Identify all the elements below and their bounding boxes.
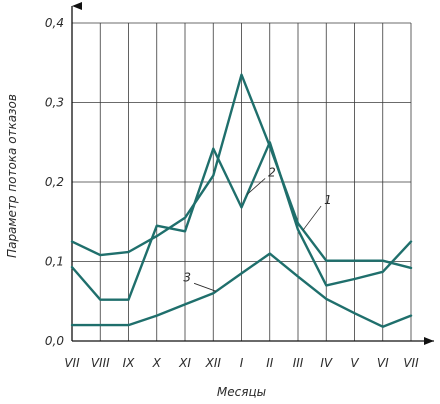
curve-label-1: 1: [324, 193, 332, 207]
x-tick-label: VII: [403, 356, 419, 370]
curve-labels: 1 2 3: [183, 165, 332, 292]
series-line-2: [70, 141, 413, 301]
x-tick-label: XII: [205, 356, 222, 370]
y-tick-label: 0,3: [45, 96, 64, 110]
series-line-1: [70, 73, 413, 270]
x-tick-label: XI: [178, 356, 191, 370]
x-tick-label: VIII: [91, 356, 110, 370]
x-tick-label: II: [266, 356, 274, 370]
x-tick-label: IV: [320, 356, 333, 370]
x-tick-label: I: [240, 356, 244, 370]
x-tick-label: IX: [123, 356, 136, 370]
curve-label-2: 2: [268, 165, 276, 179]
series-line-3: [70, 252, 413, 328]
y-tick-label: 0,1: [45, 255, 64, 269]
y-tick-label: 0,4: [45, 16, 64, 30]
y-axis-label: Параметр потока отказов: [5, 94, 19, 258]
x-tick-label: V: [350, 356, 359, 370]
grid-lines: [72, 22, 412, 341]
curve-label-3: 3: [183, 270, 191, 284]
axes: [71, 2, 434, 345]
x-tick-label: VI: [377, 356, 389, 370]
x-axis-label: Месяцы: [217, 385, 266, 399]
x-tick-label: VII: [64, 356, 80, 370]
y-tick-label: 0,2: [45, 175, 64, 189]
leader-line-3: [193, 282, 217, 292]
leader-line-2: [246, 178, 266, 195]
y-tick-label: 0,0: [45, 334, 64, 348]
series-lines: [70, 73, 413, 328]
x-tick-label: X: [152, 356, 162, 370]
leader-line-1: [302, 205, 322, 231]
x-tick-label: III: [293, 356, 304, 370]
